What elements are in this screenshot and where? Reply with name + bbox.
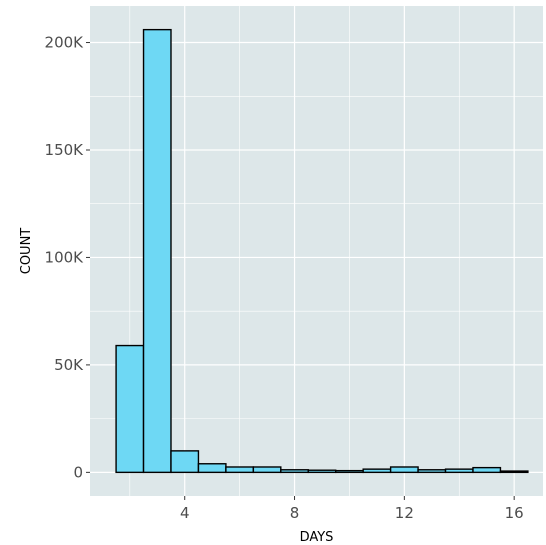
y-tick-label: 50K: [54, 356, 84, 374]
x-tick-label: 4: [180, 504, 190, 522]
histogram-bar: [362, 468, 392, 474]
x-axis-title: DAYS: [300, 530, 334, 545]
y-tick-label: 100K: [45, 248, 85, 266]
histogram-bar: [472, 466, 502, 474]
histogram-bar: [115, 344, 145, 474]
histogram-bar: [280, 469, 309, 474]
y-tick-label: 150K: [45, 141, 85, 159]
histogram-bar: [335, 469, 364, 474]
histogram-bar: [225, 466, 255, 474]
y-tick-label: 200K: [45, 34, 85, 52]
histogram-bar: [142, 28, 172, 474]
histogram-bar: [307, 469, 337, 474]
x-axis: 4 8 12 16: [180, 496, 524, 522]
histogram-bar: [389, 466, 419, 474]
bars: [115, 28, 529, 474]
y-axis: 0 50K 100K 150K 200K: [45, 34, 90, 481]
x-tick-label: 16: [505, 504, 524, 522]
histogram-bar: [197, 463, 227, 474]
histogram-bar: [444, 468, 474, 474]
x-tick-label: 12: [395, 504, 414, 522]
y-axis-title: COUNT: [19, 228, 34, 275]
y-tick-label: 0: [73, 463, 83, 481]
x-tick-label: 8: [290, 504, 300, 522]
histogram-bar: [499, 470, 529, 474]
histogram-bar: [170, 450, 200, 474]
histogram-bar: [252, 466, 282, 474]
histogram-bar: [417, 469, 447, 474]
